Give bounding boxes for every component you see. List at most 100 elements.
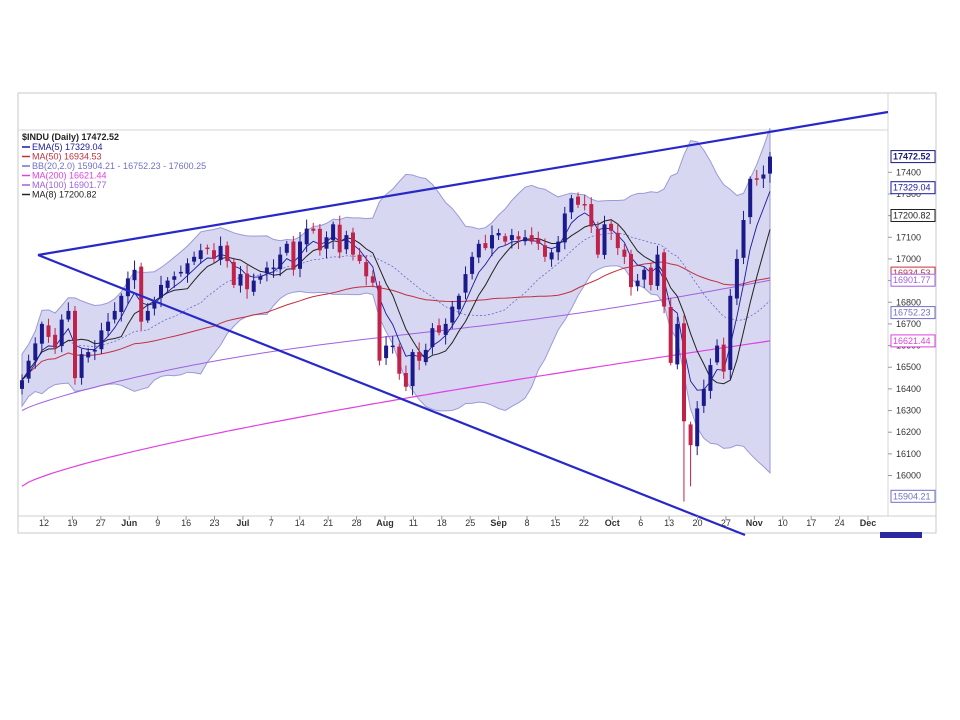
x-tick-label: Sep [490, 518, 507, 528]
x-tick-label: 7 [269, 518, 274, 528]
price-badge-label: 17472.52 [893, 152, 931, 162]
price-badge-label: 16934.53 [893, 268, 931, 278]
trendline-layer [37, 110, 889, 537]
candle-body [73, 310, 77, 379]
candle-body [417, 352, 422, 361]
candle-body [556, 241, 561, 253]
candle-body [443, 323, 448, 335]
legend-item-label: MA(200) 16621.44 [32, 171, 107, 181]
legend-item-label: MA(50) 16934.53 [32, 152, 102, 162]
candle-body [331, 224, 336, 240]
candle-body [79, 354, 84, 378]
price-badge-box [890, 273, 936, 287]
x-tick-label: 25 [465, 518, 475, 528]
candle-body [112, 310, 117, 320]
candle-body [344, 235, 349, 250]
price-badge-label: 17329.04 [893, 183, 931, 193]
candle-body [595, 228, 600, 255]
candle-body [655, 254, 660, 286]
candle-body [668, 306, 673, 363]
x-tick-label: Aug [376, 518, 394, 528]
candle-body [198, 250, 203, 259]
candle-body [569, 198, 574, 213]
candle-body [106, 321, 111, 331]
y-tick-label: 16000 [896, 471, 921, 481]
y-tick-label: 16700 [896, 319, 921, 329]
candle-body [648, 267, 653, 285]
x-tick-label: 19 [67, 518, 77, 528]
price-badge-label: 16752.23 [893, 308, 931, 318]
x-axis-ticks: 12 19 27 Jun 9 16 23 Jul 7 14 21 28 Aug 11 18 25 Sep 8 15 2… [39, 516, 876, 528]
candle-body [46, 325, 51, 337]
x-tick-label: 8 [524, 518, 529, 528]
candle-body [754, 178, 759, 180]
candle-body [748, 178, 753, 218]
candle-body [456, 295, 461, 310]
candle-body [615, 232, 620, 249]
candle-body [423, 349, 428, 363]
candle-body [695, 408, 700, 447]
candle-body [483, 243, 488, 249]
candle-body [284, 243, 289, 253]
price-badge-box [890, 181, 936, 195]
bollinger-band-area [21, 128, 771, 475]
candle-body [225, 245, 230, 262]
candle-body [450, 306, 455, 323]
y-tick-label: 17100 [896, 232, 921, 242]
candle-body [509, 235, 514, 241]
candle-body [490, 235, 494, 249]
candle-body [278, 254, 283, 270]
candle-body [635, 280, 640, 287]
price-badge-box [890, 306, 936, 320]
x-tick-label: 18 [437, 518, 447, 528]
candle-body [761, 174, 766, 179]
x-tick-label: 24 [835, 518, 845, 528]
candle-body [384, 345, 389, 359]
x-tick-label: 28 [352, 518, 362, 528]
candle-body [337, 224, 342, 253]
y-tick-label: 16100 [896, 449, 921, 459]
candle-body [304, 228, 309, 245]
x-tick-label: 27 [721, 518, 731, 528]
candle-body [516, 236, 521, 240]
legend-item-label: MA(100) 16901.77 [32, 180, 107, 190]
candle-body [721, 344, 726, 372]
price-badges: 17472.52 17329.04 17200.82 16934.5316901.77… [890, 150, 936, 503]
candle-body [86, 352, 91, 358]
candle-body [125, 278, 130, 297]
y-tick-label: 16200 [896, 427, 921, 437]
candle-body [543, 245, 547, 257]
candle-body [205, 247, 210, 250]
candle-body [463, 274, 468, 293]
candle-body [185, 263, 190, 274]
candle-body [602, 224, 607, 255]
candle-body [33, 343, 38, 361]
candle-body [39, 323, 44, 344]
x-tick-label: Jul [236, 518, 249, 528]
candlestick-layer [20, 152, 772, 502]
candle-body [66, 310, 71, 320]
candle-body [364, 262, 369, 277]
candle-body [430, 328, 435, 347]
candle-body [562, 213, 567, 243]
y-tick-label: 16500 [896, 362, 921, 372]
candle-body [132, 269, 137, 281]
price-badge-box [890, 150, 936, 164]
candle-body [397, 346, 402, 374]
candle-body [324, 237, 329, 249]
x-tick-label: 11 [409, 518, 418, 528]
candle-body [238, 274, 243, 286]
candle-body [629, 254, 633, 288]
candle-body [768, 156, 772, 174]
candle-body [271, 267, 276, 270]
candle-body [258, 276, 263, 280]
price-badge-label: 16901.77 [893, 275, 931, 285]
candle-body [734, 258, 739, 299]
price-badge-label: 16621.44 [893, 336, 931, 346]
candle-body [662, 252, 667, 307]
candle-body [403, 373, 408, 387]
candle-body [582, 204, 587, 206]
candle-body [20, 380, 24, 389]
x-tick-label: 27 [96, 518, 106, 528]
candle-body [59, 319, 64, 347]
